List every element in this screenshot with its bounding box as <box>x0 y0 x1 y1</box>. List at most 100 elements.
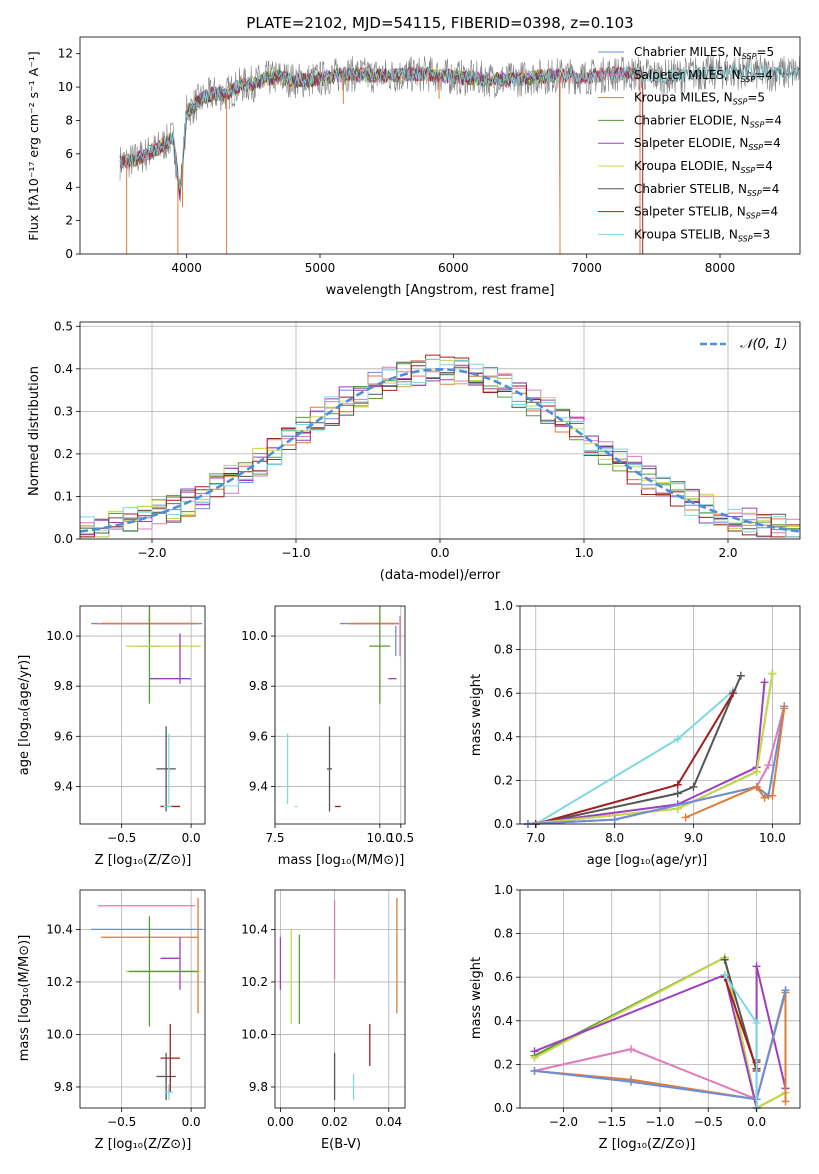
histogram-6 <box>80 361 800 538</box>
z-mass-x-label: Z [log₁₀(Z/Z⊙)] <box>95 1137 192 1152</box>
z-mw-tick-label-x: −2.0 <box>549 1115 578 1129</box>
legend-label-8: Kroupa STELIB, NSSP=3 <box>634 227 770 243</box>
spectrum-tick-label-x: 7000 <box>571 261 602 275</box>
model-spectrum-6 <box>119 66 644 254</box>
z-mw-x-label: Z [log₁₀(Z/Z⊙)] <box>599 1137 696 1152</box>
age-mw-tick-label-x: 9.0 <box>684 831 703 845</box>
series-marker <box>720 971 729 980</box>
z-age-tick-label-x: 0.0 <box>182 831 201 845</box>
z-mass-points <box>91 897 203 1101</box>
ebv-mass-tick-label-y: 10.0 <box>241 1027 268 1041</box>
z-mw-tick-label-x: −1.5 <box>597 1115 626 1129</box>
legend-label-3: Chabrier ELODIE, NSSP=4 <box>634 113 782 129</box>
series-marker <box>752 782 761 791</box>
series-line-3 <box>527 682 766 825</box>
mass-age-points <box>286 606 401 812</box>
legend-label-1: Salpeter MILES, NSSP=4 <box>634 68 773 84</box>
series-marker <box>752 962 761 971</box>
spectrum-frame <box>79 36 801 255</box>
z-mw-tick-label-x: 0.0 <box>747 1115 766 1129</box>
spectrum-tick-label-y: 8 <box>65 113 73 127</box>
spectrum-y-label: Flux [fλ10⁻¹⁷ erg cm⁻² s⁻¹ A⁻¹] <box>26 51 41 240</box>
age-mw-grid <box>520 605 800 825</box>
z-mw-series <box>530 953 790 1112</box>
z-age-x-label: Z [log₁₀(Z/Z⊙)] <box>95 853 192 868</box>
z-mw-frame <box>519 889 801 1109</box>
z-age-tick-label-y: 10.0 <box>46 629 73 643</box>
age-mw-y-label: mass weight <box>469 674 484 756</box>
residual-tick-label-y: 0.3 <box>54 404 73 418</box>
residual-frame <box>79 321 801 540</box>
z-age-tick-label-y: 9.8 <box>54 679 73 693</box>
spectrum-tick-label-x: 4000 <box>171 261 202 275</box>
age-mw-tick-label-y: 0.6 <box>494 686 513 700</box>
z-mw-tick-label-y: 0.8 <box>494 927 513 941</box>
z-mass-y-label: mass [log₁₀(M/M⊙)] <box>17 935 32 1062</box>
series-marker <box>673 734 682 743</box>
series-marker <box>768 791 777 800</box>
age-mw-tick-label-y: 0.0 <box>494 817 513 831</box>
ebv-mass-tick-label-x: 0.02 <box>321 1115 348 1129</box>
z-mw-tick-label-y: 0.2 <box>494 1057 513 1071</box>
z-mw-grid <box>520 889 800 1109</box>
age-mw-tick-label-y: 1.0 <box>494 599 513 613</box>
z-mass-tick-label-x: −0.5 <box>107 1115 136 1129</box>
series-marker <box>768 669 777 678</box>
mass-age-frame <box>274 605 406 825</box>
ebv-mass-grid <box>275 890 405 1108</box>
age-mw-tick-label-x: 10.0 <box>759 831 786 845</box>
mass-age-tick-label-x: 7.5 <box>265 831 284 845</box>
series-line-5 <box>527 673 774 825</box>
ebv-mass-tick-label-x: 0.00 <box>267 1115 294 1129</box>
z-mw-tick-label-x: −0.5 <box>694 1115 723 1129</box>
z-age-y-label: age [log₁₀(age/yr)] <box>17 655 32 776</box>
histogram-4 <box>80 364 800 538</box>
ebv-mass-tick-label-x: 0.04 <box>375 1115 402 1129</box>
z-age-frame <box>79 605 206 825</box>
age-mw-series <box>523 669 789 828</box>
residual-tick-label-y: 0.1 <box>54 489 73 503</box>
z-mw-tick-label-y: 0.4 <box>494 1014 513 1028</box>
model-spectrum-5 <box>119 66 561 254</box>
series-marker <box>781 986 790 995</box>
z-mw-tick-label-y: 0.0 <box>494 1101 513 1115</box>
z-age-points <box>91 606 203 812</box>
legend-label-5: Kroupa ELODIE, NSSP=4 <box>634 159 773 175</box>
series-line-7 <box>723 976 758 1070</box>
spectrum-tick-label-x: 8000 <box>705 261 736 275</box>
series-marker <box>689 782 698 791</box>
mass-age-tick-label-y: 10.0 <box>241 629 268 643</box>
mass-age-grid <box>274 606 405 824</box>
z-mw-tick-label-y: 0.6 <box>494 970 513 984</box>
ebv-mass-x-label: E(B-V) <box>321 1137 361 1152</box>
z-mass-tick-label-y: 10.0 <box>46 1027 73 1041</box>
series-marker <box>673 780 682 789</box>
residual-grid <box>80 322 800 540</box>
spectrum-tick-label-y: 2 <box>65 214 73 228</box>
legend-label-2: Kroupa MILES, NSSP=5 <box>634 91 765 107</box>
series-line-2 <box>535 692 734 825</box>
legend-label-4: Salpeter ELODIE, NSSP=4 <box>634 136 781 152</box>
spectrum-tick-label-y: 0 <box>65 247 73 261</box>
series-marker <box>627 1077 636 1086</box>
model-spectrum-3 <box>119 66 561 254</box>
series-marker <box>780 704 789 713</box>
spectrum-tick-label-y: 6 <box>65 147 73 161</box>
histogram-8 <box>80 358 800 538</box>
series-marker <box>530 1066 539 1075</box>
spectrum-x-label: wavelength [Angstrom, rest frame] <box>326 283 555 298</box>
mass-age-tick-label-y: 9.8 <box>249 679 268 693</box>
z-mass-tick-label-y: 10.2 <box>46 975 73 989</box>
z-mass-grid <box>80 890 205 1108</box>
mass-age-tick-label-x: 10.5 <box>387 831 414 845</box>
spectrum-tick-label-y: 10 <box>58 80 73 94</box>
series-marker <box>752 1018 761 1027</box>
series-marker <box>728 689 737 698</box>
age-mw-tick-label-x: 7.0 <box>526 831 545 845</box>
age-mw-tick-label-y: 0.4 <box>494 730 513 744</box>
age-mw-tick-label-x: 8.0 <box>605 831 624 845</box>
series-marker <box>752 767 761 776</box>
residual-tick-label-y: 0.4 <box>54 362 73 376</box>
series-line-1 <box>534 956 786 1110</box>
